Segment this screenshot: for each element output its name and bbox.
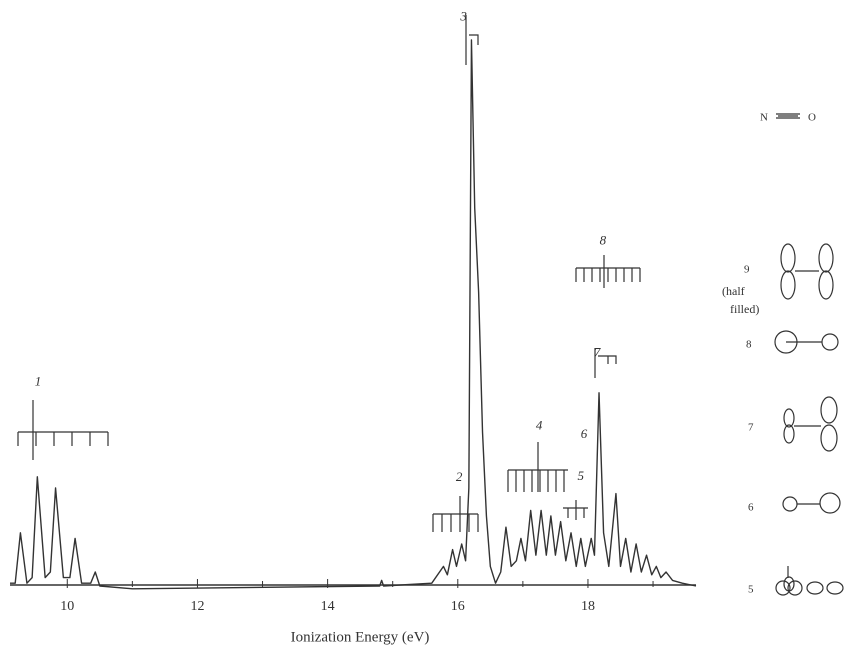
- band-label: 4: [536, 417, 543, 432]
- x-tick-label: 16: [451, 599, 465, 614]
- x-tick-label: 18: [581, 599, 595, 614]
- orbital-sketches: [774, 113, 844, 596]
- band-label: 7: [594, 345, 601, 360]
- spectrum-line: [10, 39, 697, 590]
- band-label: 3: [459, 9, 467, 24]
- orbital-label: 8: [746, 339, 752, 351]
- progression-combs: [17, 15, 641, 532]
- band-label: 1: [35, 374, 42, 389]
- band-label: 5: [578, 468, 585, 483]
- band-label: 8: [600, 233, 607, 248]
- orbital-label: 5: [748, 584, 754, 596]
- orbital-note: (half: [722, 284, 745, 298]
- x-tick-label: 14: [321, 599, 335, 614]
- x-tick-label: 12: [190, 599, 204, 614]
- x-tick-label: 10: [60, 599, 74, 614]
- atom-label: O: [808, 112, 816, 124]
- orbital-note: filled): [730, 302, 759, 316]
- orbital-label: 7: [748, 422, 754, 434]
- band-label: 2: [456, 469, 463, 484]
- atom-label: N: [760, 112, 768, 124]
- x-axis-label: Ionization Energy (eV): [291, 629, 430, 645]
- orbital-label: 6: [748, 502, 754, 514]
- orbital-label: 9: [744, 264, 750, 276]
- band-label: 6: [581, 426, 588, 441]
